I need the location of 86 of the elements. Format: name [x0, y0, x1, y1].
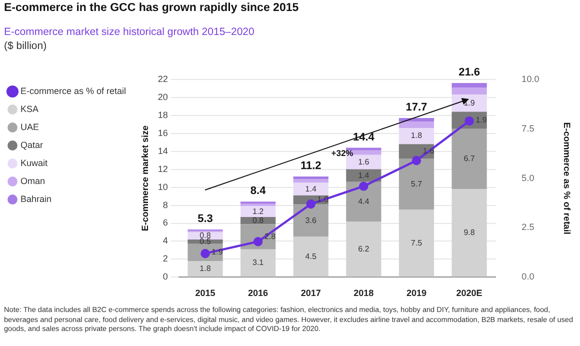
data-label: 7.5	[410, 238, 423, 248]
total-label: 5.3	[198, 213, 213, 226]
y-tick-label: 6	[162, 218, 168, 228]
bar	[293, 179, 328, 183]
y-tick-label: 22	[158, 74, 168, 84]
bar	[346, 154, 382, 170]
y2-axis-title: E-commerce as % of retail	[562, 122, 572, 234]
y2-tick-label: 7.5	[522, 123, 534, 134]
y-tick-label: 14	[158, 146, 168, 156]
bar	[398, 128, 434, 144]
data-label: 9.8	[464, 228, 476, 238]
total-label: 11.2	[300, 160, 322, 172]
y-tick-label: 16	[158, 128, 168, 138]
y-tick-label: 20	[158, 92, 168, 102]
bar	[398, 122, 434, 128]
bar	[293, 236, 328, 277]
total-label: 14.4	[352, 131, 376, 144]
bar	[452, 189, 487, 277]
y2-tick-label: 0.0	[522, 272, 534, 282]
total-label: 21.6	[458, 66, 480, 79]
data-label: 1.4	[358, 170, 370, 180]
data-label: 3.1	[252, 258, 264, 268]
bar	[188, 261, 223, 277]
data-label: 1.8	[200, 264, 212, 274]
data-label: 0.5	[200, 236, 212, 246]
bar	[346, 182, 382, 222]
x-tick-label: 2015	[195, 288, 216, 298]
x-tick-label: 2020E	[456, 288, 482, 298]
legend-label: KSA	[20, 104, 39, 114]
y-tick-label: 10	[158, 182, 168, 192]
bar	[452, 87, 487, 95]
total-label: 17.7	[406, 102, 428, 114]
bar	[293, 204, 328, 237]
data-label: 4.4	[358, 196, 370, 206]
data-label: 1.8	[410, 131, 423, 140]
point	[359, 182, 368, 191]
text: ($ billion)	[4, 40, 47, 52]
chart-title: E-commerce in the GCC has grown rapidly since 2015	[4, 2, 299, 14]
data-label: 6.2	[358, 244, 370, 254]
bar	[398, 210, 434, 277]
bar	[240, 249, 276, 277]
y-tick-label: 4	[162, 236, 168, 246]
y-tick-label: 0	[162, 272, 168, 282]
legend-label: E-commerce as % of retail	[20, 86, 126, 96]
data-label: 1.2	[252, 206, 264, 216]
legend-label: Oman	[20, 176, 46, 186]
y-tick-label: 18	[158, 110, 168, 120]
data-label: 4.5	[305, 252, 317, 261]
point	[306, 199, 316, 209]
data-label: 1.9	[476, 116, 488, 125]
bar	[240, 203, 276, 206]
data-label: 0.8	[252, 216, 264, 225]
y-tick-label: 2	[162, 254, 168, 264]
x-tick-label: 2017	[300, 288, 321, 298]
legend-label: UAE	[20, 122, 40, 132]
y-axis-title: E-commerce market size	[140, 126, 150, 232]
legend-label: Kuwait	[20, 158, 48, 168]
bar	[293, 182, 328, 196]
bar	[452, 82, 487, 88]
legend-label: Bahrain	[20, 194, 52, 204]
bar	[240, 206, 276, 217]
data-label: 3.6	[305, 216, 317, 225]
total-label: 8.4	[250, 185, 267, 198]
bar	[398, 158, 434, 210]
bar	[293, 176, 328, 180]
x-tick-label: 2019	[406, 288, 426, 298]
y2-tick-label: 5.0	[522, 172, 534, 183]
x-tick-label: 2016	[248, 288, 268, 298]
bar	[346, 221, 382, 277]
data-label: 6.7	[464, 154, 476, 164]
data-label: 1.4	[305, 184, 317, 194]
data-label: 2.8	[264, 232, 276, 241]
y-tick-label: 8	[162, 200, 168, 210]
bar	[452, 128, 487, 190]
data-label: 1.6	[358, 157, 370, 166]
y-tick-label: 12	[158, 164, 168, 174]
legend-label: Qatar	[20, 140, 44, 150]
data-label: 5.7	[410, 179, 423, 188]
annotation: +32%	[331, 148, 354, 158]
bar	[452, 94, 487, 112]
y2-tick-label: 10.0	[522, 74, 540, 84]
y2-tick-label: 2.5	[522, 222, 534, 232]
chart-subtitle: E-commerce market size historical growth 2015–2020	[4, 26, 254, 38]
x-tick-label: 2018	[354, 288, 374, 298]
point	[412, 156, 422, 166]
bar	[346, 148, 382, 150]
